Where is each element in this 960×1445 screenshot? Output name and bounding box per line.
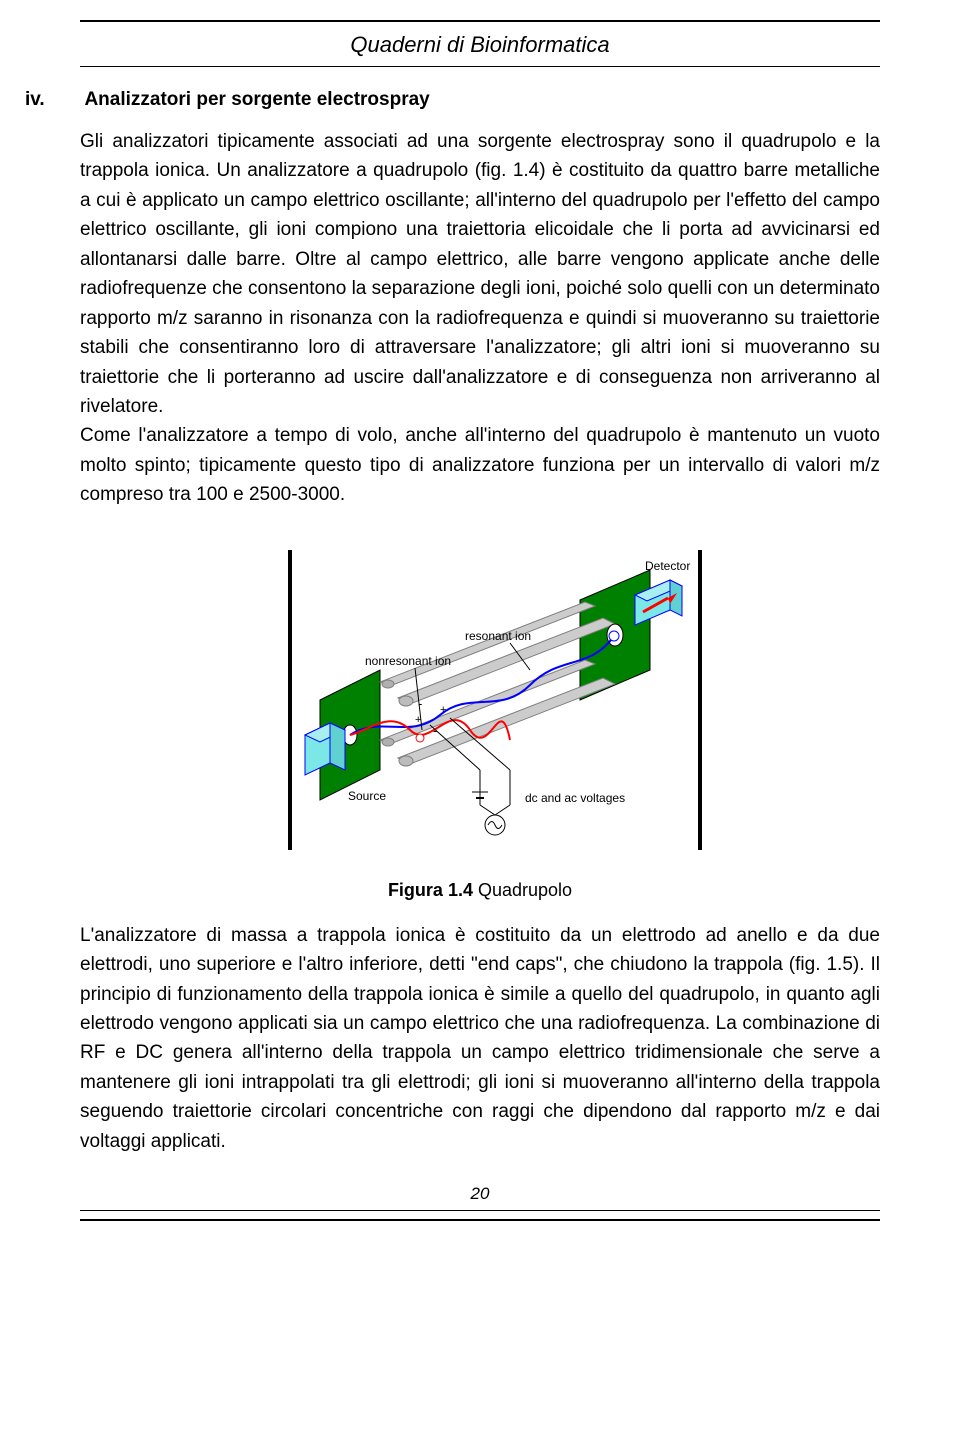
rod-end-4 [399,756,413,766]
page-content: Quaderni di Bioinformatica iv. Analizzat… [0,0,960,1251]
resonant-ion-ball [609,631,619,641]
footer-gap [80,1211,880,1219]
section-heading: Analizzatori per sorgente electrospray [84,89,429,111]
rod-end-1 [382,680,394,688]
paragraph-2: Come l'analizzatore a tempo di volo, anc… [80,421,880,509]
rod-end-2 [382,738,394,746]
figure-caption-bold: Figura 1.4 [388,880,473,900]
figure-container: + + - - [80,540,880,901]
label-nonresonant: nonresonant ion [365,654,451,668]
top-rule [80,20,880,22]
page-header-title: Quaderni di Bioinformatica [80,32,880,58]
page-number: 20 [80,1184,880,1204]
label-source: Source [348,789,386,803]
header-rule [80,66,880,67]
body-text-block-2: L'analizzatore di massa a trappola ionic… [80,921,880,1157]
label-voltages: dc and ac voltages [525,791,625,805]
quadrupole-diagram: + + - - [250,540,710,860]
figure-caption-rest: Quadrupolo [473,880,572,900]
source-box-front [330,723,345,770]
rod-end-3 [399,696,413,706]
paragraph-3: L'analizzatore di massa a trappola ionic… [80,921,880,1157]
nonresonant-ion-ball [416,734,424,742]
body-text-block-1: Gli analizzatori tipicamente associati a… [80,127,880,510]
section-roman-numeral: iv. [25,89,80,111]
footer-rule-2 [80,1219,880,1221]
label-detector: Detector [645,559,690,573]
label-resonant: resonant ion [465,629,531,643]
paragraph-1: Gli analizzatori tipicamente associati a… [80,127,880,421]
figure-caption: Figura 1.4 Quadrupolo [80,880,880,901]
section-heading-row: iv. Analizzatori per sorgente electrospr… [80,89,880,111]
